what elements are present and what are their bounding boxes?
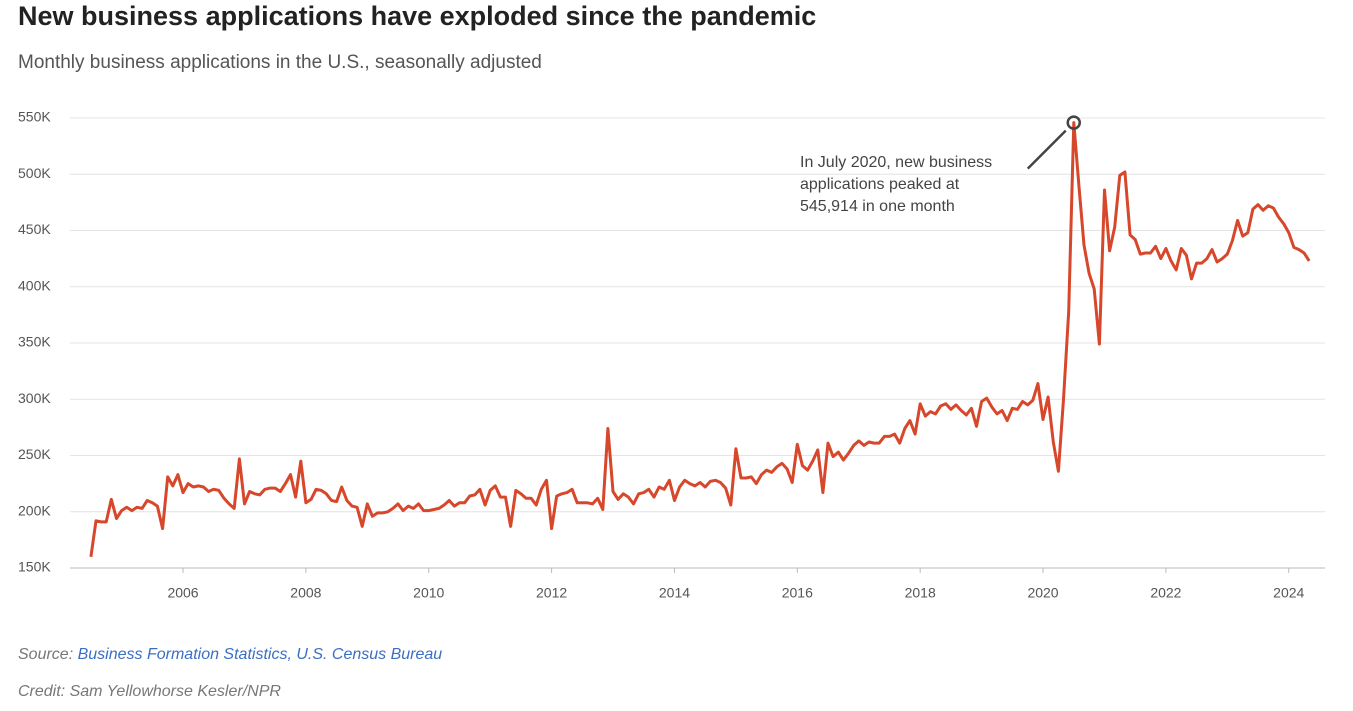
x-tick-label: 2008 <box>290 585 321 601</box>
y-tick-label: 200K <box>18 502 51 518</box>
x-tick-label: 2010 <box>413 585 444 601</box>
y-tick-label: 500K <box>18 165 51 181</box>
x-tick-label: 2012 <box>536 585 567 601</box>
y-tick-label: 400K <box>18 277 51 293</box>
chart-subtitle: Monthly business applications in the U.S… <box>18 52 542 73</box>
x-tick-label: 2018 <box>905 585 936 601</box>
x-tick-label: 2006 <box>167 585 198 601</box>
data-line <box>89 121 1311 558</box>
source-label: Source: <box>18 646 73 663</box>
y-tick-label: 350K <box>18 334 51 350</box>
annotation: applications peaked at <box>800 176 960 193</box>
y-tick-label: 550K <box>18 109 51 125</box>
y-tick-label: 250K <box>18 446 51 462</box>
source-link[interactable]: Business Formation Statistics, U.S. Cens… <box>78 646 443 663</box>
y-tick-label: 300K <box>18 390 51 406</box>
annotation-leader <box>1026 129 1067 170</box>
y-tick-label: 450K <box>18 221 51 237</box>
y-tick-label: 150K <box>18 559 51 575</box>
source: Source: Business Formation Statistics, U… <box>18 646 442 663</box>
x-tick-label: 2022 <box>1150 585 1181 601</box>
annotation: 545,914 in one month <box>800 198 955 215</box>
peak-marker <box>1066 115 1082 130</box>
x-tick-label: 2014 <box>659 585 690 601</box>
chart-title: New business applications have exploded … <box>18 1 816 31</box>
annotation: In July 2020, new business <box>800 154 992 171</box>
credit: Credit: Sam Yellowhorse Kesler/NPR <box>18 683 281 700</box>
x-tick-label: 2024 <box>1273 585 1304 601</box>
x-tick-label: 2016 <box>782 585 813 601</box>
x-tick-label: 2020 <box>1027 585 1058 601</box>
